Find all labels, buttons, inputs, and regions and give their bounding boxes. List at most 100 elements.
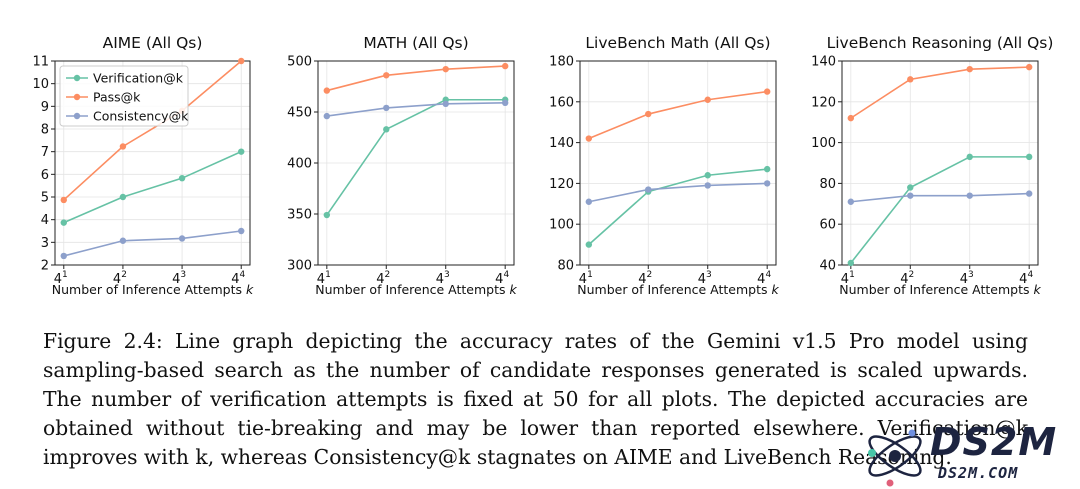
- series-line: [850, 66, 1030, 119]
- chart-panel-4: 40 60 80 100 120 140 41 42 43 44 LiveBench Reasoni…: [811, 34, 1053, 297]
- series-line: [326, 65, 506, 92]
- chart-panel-1: 2 3 4 5 6 7 8 9 10 11 41 42 43 44 AIME (All Qs) Number …: [32, 34, 254, 297]
- data-point: [501, 99, 509, 107]
- x-tick-label: 42: [900, 270, 914, 287]
- series-line: [63, 60, 242, 201]
- y-tick-label: 9: [41, 100, 49, 115]
- chart-panel-3: 80 100 120 140 160 180 41 42 43 44 LiveBench Math …: [549, 34, 779, 297]
- x-tick-label: 42: [638, 270, 652, 287]
- data-point: [323, 112, 331, 120]
- data-point: [763, 88, 771, 95]
- series-line: [850, 192, 1030, 203]
- series-line: [326, 98, 506, 216]
- data-point: [60, 252, 67, 260]
- data-point: [178, 174, 186, 182]
- y-tick-label: 6: [41, 168, 49, 183]
- chart-title: AIME (All Qs): [103, 34, 203, 52]
- chart-title: LiveBench Reasoning (All Qs): [827, 34, 1054, 52]
- y-tick-label: 350: [287, 208, 312, 223]
- series-line: [588, 168, 768, 246]
- figure-caption: Figure 2.4: Line graph depicting the acc…: [43, 329, 1028, 469]
- legend-label: Verification@k: [93, 71, 184, 86]
- y-tick-label: 300: [287, 259, 312, 274]
- data-point: [323, 211, 331, 219]
- y-tick-label: 4: [41, 213, 49, 228]
- x-tick-label: 42: [113, 270, 127, 287]
- x-tick-label: 41: [54, 270, 68, 287]
- series-line: [63, 150, 242, 224]
- y-tick-label: 160: [549, 95, 574, 110]
- data-point: [645, 186, 652, 193]
- series-line: [850, 156, 1030, 264]
- data-point: [966, 153, 973, 161]
- chart-legend: Verification@k Pass@k Consistency@k: [59, 65, 189, 127]
- data-point: [585, 241, 593, 248]
- x-tick-label: 41: [317, 270, 331, 287]
- x-tick-label: 42: [376, 270, 390, 287]
- data-point: [704, 182, 711, 189]
- legend-marker: [73, 74, 81, 82]
- data-point: [907, 184, 914, 191]
- data-point: [383, 104, 390, 112]
- x-tick-label: 44: [757, 270, 771, 287]
- y-tick-label: 100: [549, 218, 574, 233]
- y-tick-label: 180: [549, 55, 574, 70]
- plot-frame: [579, 60, 777, 266]
- chart-title: MATH (All Qs): [363, 34, 468, 52]
- data-point: [238, 148, 245, 155]
- data-point: [966, 192, 973, 199]
- data-point: [907, 76, 914, 83]
- data-point: [1025, 153, 1033, 161]
- y-tick-label: 40: [819, 259, 836, 274]
- y-tick-label: 80: [557, 259, 574, 274]
- y-tick-label: 11: [32, 55, 49, 70]
- data-point: [966, 65, 973, 73]
- data-point: [847, 198, 855, 205]
- data-point: [847, 259, 855, 267]
- data-point: [763, 180, 771, 187]
- y-tick-label: 80: [819, 177, 836, 192]
- y-tick-label: 3: [41, 236, 49, 251]
- data-point: [60, 219, 67, 226]
- y-tick-label: 7: [41, 145, 49, 160]
- data-point: [585, 135, 593, 142]
- plot-frame: [54, 60, 251, 266]
- y-tick-label: 120: [811, 95, 836, 110]
- x-tick-label: 44: [1019, 270, 1033, 287]
- series-line: [588, 182, 768, 203]
- data-point: [847, 114, 855, 122]
- data-point: [501, 62, 509, 70]
- data-point: [1025, 190, 1033, 197]
- data-point: [704, 96, 711, 103]
- data-point: [442, 100, 449, 108]
- data-point: [383, 72, 390, 79]
- y-tick-label: 10: [32, 77, 49, 92]
- data-point: [323, 87, 331, 94]
- x-tick-label: 41: [579, 270, 593, 287]
- series-line: [588, 90, 768, 140]
- data-point: [119, 193, 127, 201]
- legend-marker: [73, 93, 81, 101]
- watermark-site: DS2M.COM: [938, 464, 1019, 482]
- x-tick-label: 43: [960, 270, 974, 287]
- legend-box: [59, 65, 189, 127]
- y-tick-label: 8: [41, 123, 49, 138]
- y-tick-label: 500: [287, 55, 312, 70]
- y-tick-label: 120: [549, 177, 574, 192]
- legend-label: Pass@k: [93, 90, 141, 105]
- y-tick-label: 450: [287, 106, 312, 121]
- series-line: [63, 230, 242, 257]
- chart-title: LiveBench Math (All Qs): [585, 34, 770, 52]
- x-axis-label: Number of Inference Attempts k: [577, 282, 779, 297]
- x-axis-label: Number of Inference Attempts k: [52, 282, 254, 297]
- y-tick-label: 400: [287, 157, 312, 172]
- x-axis-label: Number of Inference Attempts k: [839, 282, 1041, 297]
- y-tick-label: 60: [819, 218, 836, 233]
- x-tick-label: 43: [698, 270, 712, 287]
- data-point: [383, 126, 390, 133]
- data-point: [585, 198, 593, 205]
- atom-logo-icon: [868, 429, 922, 487]
- x-tick-label: 41: [841, 270, 855, 287]
- data-point: [238, 227, 245, 235]
- charts-figure: 2 3 4 5 6 7 8 9 10 11 41 42 43 44 AIME (All Qs) Number …: [32, 34, 1053, 297]
